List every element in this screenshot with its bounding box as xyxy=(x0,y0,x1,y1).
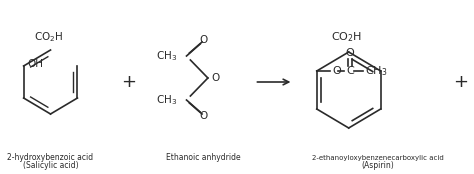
Text: O: O xyxy=(200,111,208,121)
Text: $\mathregular{CH_3}$: $\mathregular{CH_3}$ xyxy=(155,49,177,63)
Text: $\mathregular{CH_3}$: $\mathregular{CH_3}$ xyxy=(155,93,177,107)
Text: O: O xyxy=(346,48,354,58)
Text: (Salicylic acid): (Salicylic acid) xyxy=(23,161,78,171)
Text: (Aspirin): (Aspirin) xyxy=(362,161,394,171)
Text: $\mathregular{CO_2H}$: $\mathregular{CO_2H}$ xyxy=(331,30,362,44)
Text: O: O xyxy=(212,73,220,83)
Text: 2-hydroxybenzoic acid: 2-hydroxybenzoic acid xyxy=(8,153,93,163)
Text: C: C xyxy=(346,66,354,76)
Text: Ethanoic anhydride: Ethanoic anhydride xyxy=(166,153,240,163)
Text: O: O xyxy=(332,66,341,76)
Text: +: + xyxy=(453,73,468,91)
Text: +: + xyxy=(121,73,136,91)
Text: OH: OH xyxy=(27,59,44,69)
Text: 2-ethanoyloxybenzenecarboxylic acid: 2-ethanoyloxybenzenecarboxylic acid xyxy=(312,155,444,161)
Text: $\mathregular{CH_3}$: $\mathregular{CH_3}$ xyxy=(365,64,388,78)
Text: $\mathregular{CO_2H}$: $\mathregular{CO_2H}$ xyxy=(34,30,63,44)
Text: O: O xyxy=(200,35,208,45)
